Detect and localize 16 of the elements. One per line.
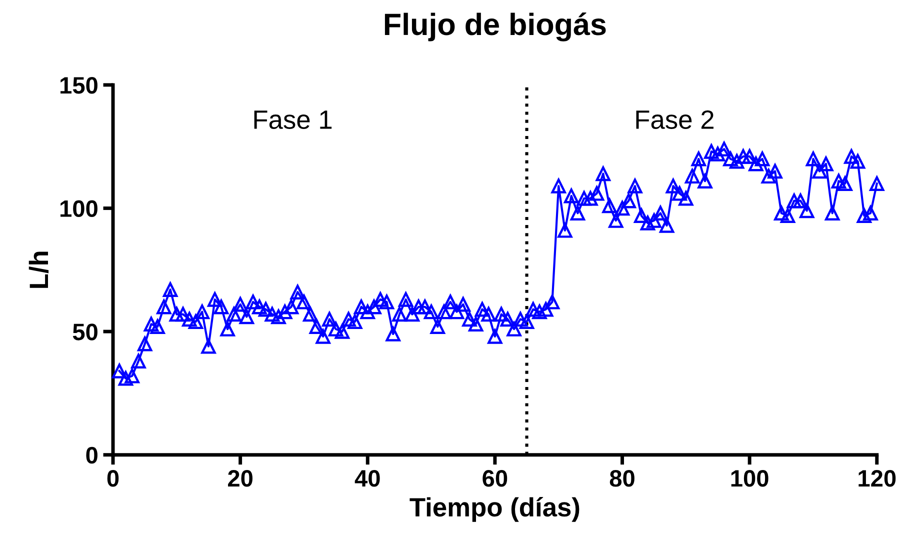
y-axis-title: L/h — [28, 252, 49, 288]
y-tick-label: 0 — [86, 446, 98, 464]
x-tick-label: 80 — [610, 470, 634, 487]
x-tick-label: 20 — [228, 470, 252, 487]
chart-title: Flujo de biogás — [384, 12, 606, 42]
x-tick-label: 0 — [107, 470, 119, 487]
y-tick-label: 150 — [60, 77, 98, 94]
x-tick-label: 40 — [354, 470, 380, 487]
y-tick-label: 100 — [60, 200, 98, 218]
x-axis-title: Tiempo (días) — [410, 496, 580, 522]
annotation: Fase 2 — [636, 110, 714, 130]
x-tick-label: 120 — [858, 470, 896, 487]
annotation: Fase 1 — [254, 110, 332, 130]
x-tick-label: 100 — [731, 470, 768, 487]
y-tick-label: 50 — [72, 324, 98, 340]
x-tick-label: 60 — [482, 470, 508, 487]
